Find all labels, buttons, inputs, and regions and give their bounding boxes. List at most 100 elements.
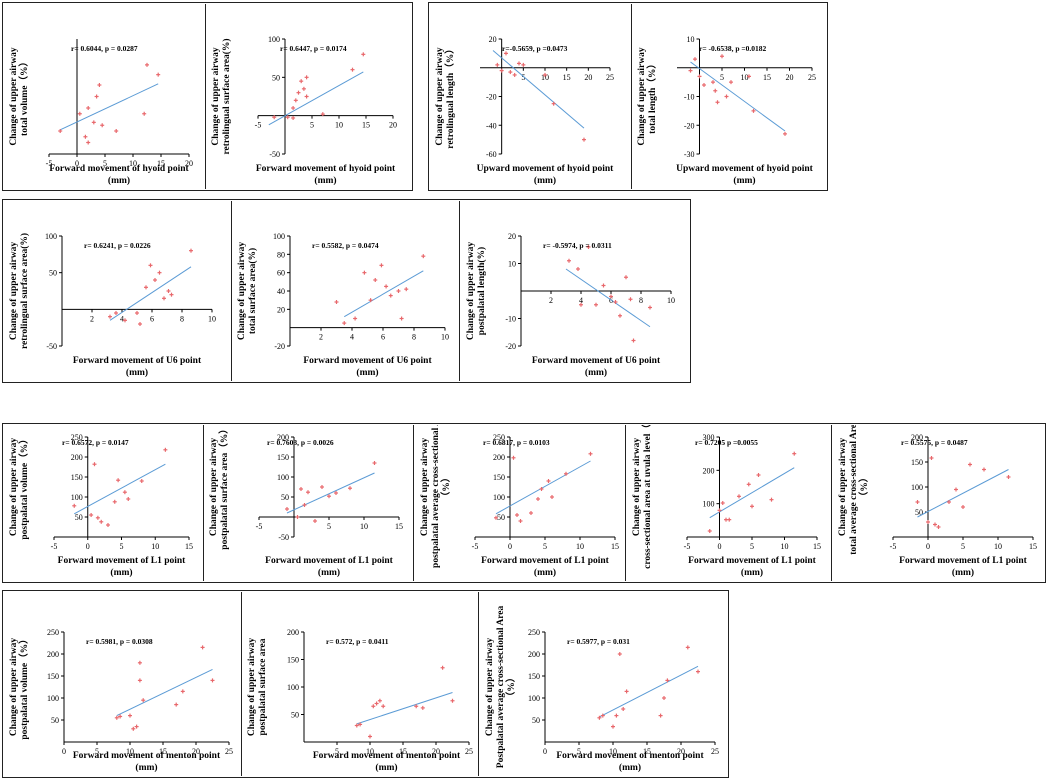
- data-point: [746, 482, 751, 487]
- data-point: [153, 278, 157, 282]
- data-point: [511, 455, 516, 460]
- y-tick-label: 150: [277, 453, 289, 462]
- x-tick-label: -5: [684, 542, 691, 551]
- stat-annotation: r=-0.5659, p =0.0473: [502, 44, 568, 53]
- data-point: [515, 513, 519, 517]
- data-point: [200, 645, 205, 650]
- y-axis-label: Change of upper airway: [435, 47, 445, 146]
- x-tick-label: 5: [103, 159, 107, 168]
- y-tick-label: 250: [71, 433, 83, 442]
- data-point: [769, 497, 774, 502]
- scatter-plot: -5 0 5 10 15 20 r= 0.6044, p = 0.0287 Forward m…: [9, 39, 193, 186]
- x-tick-label: 0: [508, 542, 512, 551]
- data-point: [320, 112, 325, 117]
- y-tick-label: 20: [508, 232, 516, 241]
- x-axis-label: Forward movement of L1 point: [265, 556, 394, 566]
- chart-c1-retrolingual-surface: 2 4 6 8 10 -50 50 100 r= 0.6241, p = 0.0226 Forwa…: [4, 201, 230, 381]
- data-point: [169, 292, 174, 297]
- data-point: [293, 98, 298, 103]
- data-point: [134, 724, 139, 729]
- data-point: [97, 83, 102, 87]
- x-tick-label: 10: [609, 747, 617, 756]
- data-point: [968, 462, 972, 467]
- y-axis-label: total volume（%）: [18, 57, 30, 136]
- x-tick-label: 10: [126, 747, 134, 756]
- x-tick-label: 10: [781, 542, 789, 551]
- panel-b: [428, 2, 828, 191]
- y-tick-label: -40: [486, 121, 497, 130]
- y-tick-label: 200: [47, 650, 59, 659]
- y-axis-label: Change of upper airway: [420, 438, 430, 537]
- data-point: [285, 507, 289, 511]
- data-point: [414, 704, 419, 709]
- x-tick-label: 10: [741, 73, 749, 82]
- data-point: [137, 660, 142, 665]
- x-axis-label: Forward movement of menton point: [313, 751, 461, 761]
- data-point: [372, 461, 377, 465]
- regression-line: [917, 469, 1009, 518]
- data-point: [72, 503, 77, 508]
- x-tick-label: -5: [46, 159, 53, 168]
- data-point: [564, 471, 568, 476]
- y-axis-label: total surface area(%): [247, 248, 258, 334]
- data-point: [304, 75, 309, 80]
- x-axis-label: Forward movement of L1 point: [899, 556, 1028, 566]
- y-axis-label: Change of upper airway: [247, 638, 257, 737]
- y-tick-label: 200: [493, 453, 505, 462]
- y-tick-label: -20: [505, 342, 516, 351]
- data-point: [727, 517, 732, 522]
- y-tick-label: 100: [703, 500, 715, 509]
- y-axis-label: retrolingual length（%）: [444, 44, 456, 148]
- x-axis-unit: (mm): [952, 567, 974, 578]
- data-point: [313, 519, 317, 523]
- x-axis-unit: (mm): [110, 567, 132, 578]
- stat-annotation: r= 0.6241, p = 0.0226: [84, 241, 151, 250]
- x-tick-label: 15: [611, 542, 619, 551]
- y-tick-label: 40: [277, 287, 285, 296]
- data-point: [551, 101, 556, 106]
- data-point: [361, 52, 366, 57]
- data-point: [495, 62, 500, 67]
- x-tick-label: 25: [711, 747, 719, 756]
- y-tick-label: 100: [268, 35, 280, 44]
- data-point: [137, 678, 142, 683]
- panel-e: [2, 590, 729, 778]
- x-tick-label: 6: [150, 314, 154, 323]
- y-tick-label: 50: [272, 73, 280, 82]
- y-tick-label: 50: [281, 493, 289, 502]
- x-tick-label: 2: [90, 314, 94, 323]
- y-tick-label: 200: [911, 433, 923, 442]
- scatter-plot: 5 10 15 20 25 50 100 150 200 r= 0.572, p = 0.0411…: [247, 628, 473, 773]
- x-tick-label: 0: [62, 747, 66, 756]
- x-tick-label: 10: [441, 333, 449, 342]
- data-point: [379, 263, 384, 268]
- x-axis-unit: (mm): [741, 567, 763, 578]
- y-tick-label: 200: [277, 433, 289, 442]
- chart-d4-csa-uvula: -5 0 5 10 15 100 200 300 r= 0.7205 p =0.0055 Forw…: [627, 425, 832, 581]
- y-tick-label: 200: [528, 650, 540, 659]
- data-point: [350, 67, 355, 72]
- x-axis-unit: (mm): [126, 367, 148, 378]
- x-tick-label: 5: [961, 542, 965, 551]
- data-point: [518, 519, 523, 523]
- data-point: [662, 696, 666, 700]
- data-point: [92, 462, 97, 467]
- data-point: [362, 270, 367, 275]
- regression-line: [599, 665, 699, 718]
- data-point: [915, 500, 920, 504]
- data-point: [141, 698, 146, 703]
- regression-line: [109, 266, 192, 321]
- x-tick-label: 15: [362, 121, 370, 130]
- data-point: [543, 72, 547, 77]
- chart-d1-postpalatal-volume: -5 0 5 10 15 50 100 150 200 250 r= 0.6572, p = 0.0…: [4, 425, 202, 581]
- data-point: [613, 300, 618, 304]
- y-axis-label: Change of upper airway: [637, 47, 647, 146]
- data-point: [304, 94, 309, 99]
- y-tick-label: 50: [51, 716, 59, 725]
- data-point: [131, 726, 136, 731]
- data-point: [546, 479, 551, 483]
- data-point: [617, 652, 622, 656]
